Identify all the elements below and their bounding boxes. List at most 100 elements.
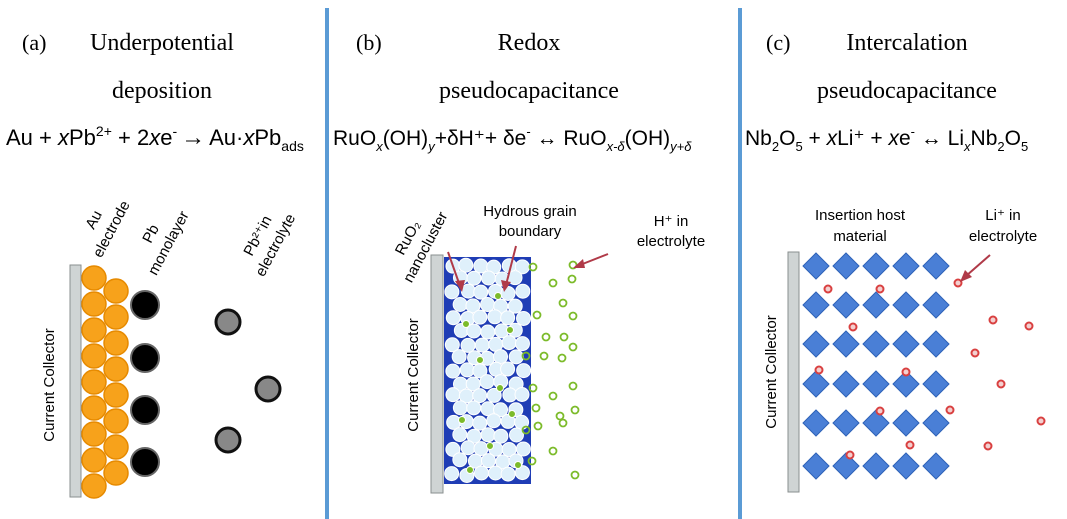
proton-dot [568, 311, 578, 321]
ruo2-sphere [452, 427, 468, 443]
host-diamond [892, 370, 920, 398]
panel-c-title-line1: Intercalation [846, 30, 967, 56]
host-diamond [862, 370, 890, 398]
host-diamond [892, 452, 920, 480]
ruo2-sphere [507, 298, 523, 314]
panel-c-letter: (c) [766, 30, 790, 55]
li-ion [823, 284, 833, 294]
ruo2-spheres [444, 257, 532, 483]
proton-dot [508, 410, 516, 418]
arrow-grain-head [501, 280, 511, 292]
host-diamond [832, 291, 860, 319]
arrow-nanocluster-head [455, 280, 465, 292]
panel-c-equation: Nb2O5 + xLi⁺ + xe- ↔ LixNb2O5 [745, 124, 1028, 154]
ruo2-sphere [445, 441, 461, 457]
proton-dot [557, 353, 567, 363]
proton-dot [570, 470, 580, 480]
proton-dot [570, 405, 580, 415]
ruo2-sphere [486, 413, 502, 429]
au-atom [81, 421, 107, 447]
ruo2-sphere [459, 362, 475, 378]
pb-atoms [130, 290, 160, 477]
label-host-line2: material [833, 228, 886, 245]
host-diamond [862, 252, 890, 280]
proton-dot [476, 356, 484, 364]
ruo2-sphere [473, 465, 489, 481]
proton-dot [527, 456, 537, 466]
pb-ions [214, 308, 282, 454]
ruo2-sphere [493, 402, 509, 418]
ruo2-sphere [444, 466, 460, 482]
pb-atom [130, 290, 160, 320]
li-ion [814, 365, 824, 375]
proton-dot [541, 332, 551, 342]
ruo2-sphere [515, 441, 531, 457]
panel-c-title-line2: pseudocapacitance [817, 78, 997, 104]
host-diamond [802, 330, 830, 358]
proton-dot [559, 332, 569, 342]
proton-dot [521, 351, 531, 361]
current-collector-a [69, 264, 82, 498]
panel-b-title-line2: pseudocapacitance [439, 78, 619, 104]
ruo2-sphere [480, 453, 496, 469]
arrow-nanocluster [447, 251, 461, 287]
proton-dot [548, 278, 558, 288]
ruo2-sphere [452, 296, 468, 312]
ruo2-sphere [458, 257, 474, 273]
ruo2-sphere [501, 335, 517, 351]
au-atom [103, 330, 129, 356]
proton-dot [555, 411, 565, 421]
host-diamond [832, 330, 860, 358]
panel-a-title-line2: deposition [112, 78, 212, 104]
ruo2-sphere [452, 400, 468, 416]
proton-dot [532, 310, 542, 320]
current-collector-b [430, 254, 444, 494]
label-grain-line2: boundary [499, 223, 562, 240]
ruo2-sphere [445, 310, 461, 326]
li-ion [945, 405, 955, 415]
host-diamond [862, 409, 890, 437]
au-atom [81, 343, 107, 369]
ruo2-sphere [514, 336, 530, 352]
ruo2-sphere [474, 337, 490, 353]
au-atom [81, 265, 107, 291]
host-diamond [802, 252, 830, 280]
ruo2-sphere [472, 309, 488, 325]
au-atom [81, 473, 107, 499]
pb-atom [130, 343, 160, 373]
li-ion [1036, 416, 1046, 426]
panel-b-letter: (b) [356, 30, 382, 55]
ruo2-sphere [500, 310, 516, 326]
label-pb-monolayer: Pb monolayer [139, 208, 192, 278]
ruo2-sphere [444, 284, 460, 300]
ruo2-sphere [460, 337, 476, 353]
panel-b-equation: RuOx(OH)y+δH⁺+ δe- ↔ RuOx-δ(OH)y+δ [333, 124, 692, 154]
proton-dot [506, 326, 514, 334]
host-diamond [892, 291, 920, 319]
host-diamond [922, 252, 950, 280]
proton-dot [496, 384, 504, 392]
proton-dot [558, 418, 568, 428]
ruo2-sphere [487, 309, 503, 325]
host-diamond [922, 409, 950, 437]
ruo2-sphere [473, 284, 489, 300]
proton-dot [531, 403, 541, 413]
host-diamond [832, 409, 860, 437]
host-diamond [862, 330, 890, 358]
ruo2-sphere [445, 387, 461, 403]
proton-dot [521, 425, 531, 435]
proton-dot [466, 466, 474, 474]
au-atom [81, 369, 107, 395]
host-diamond [922, 370, 950, 398]
host-diamond [892, 409, 920, 437]
au-atom [103, 460, 129, 486]
label-protons-line2: electrolyte [637, 233, 705, 250]
li-ion [901, 367, 911, 377]
label-au-electrode: Au electrode [82, 198, 133, 260]
ruo2-sphere [515, 283, 531, 299]
proton-dot [494, 292, 502, 300]
panel-a: (a) Underpotential deposition Au + xPb2+… [6, 30, 304, 499]
host-diamond [892, 330, 920, 358]
proton-dot [528, 383, 538, 393]
